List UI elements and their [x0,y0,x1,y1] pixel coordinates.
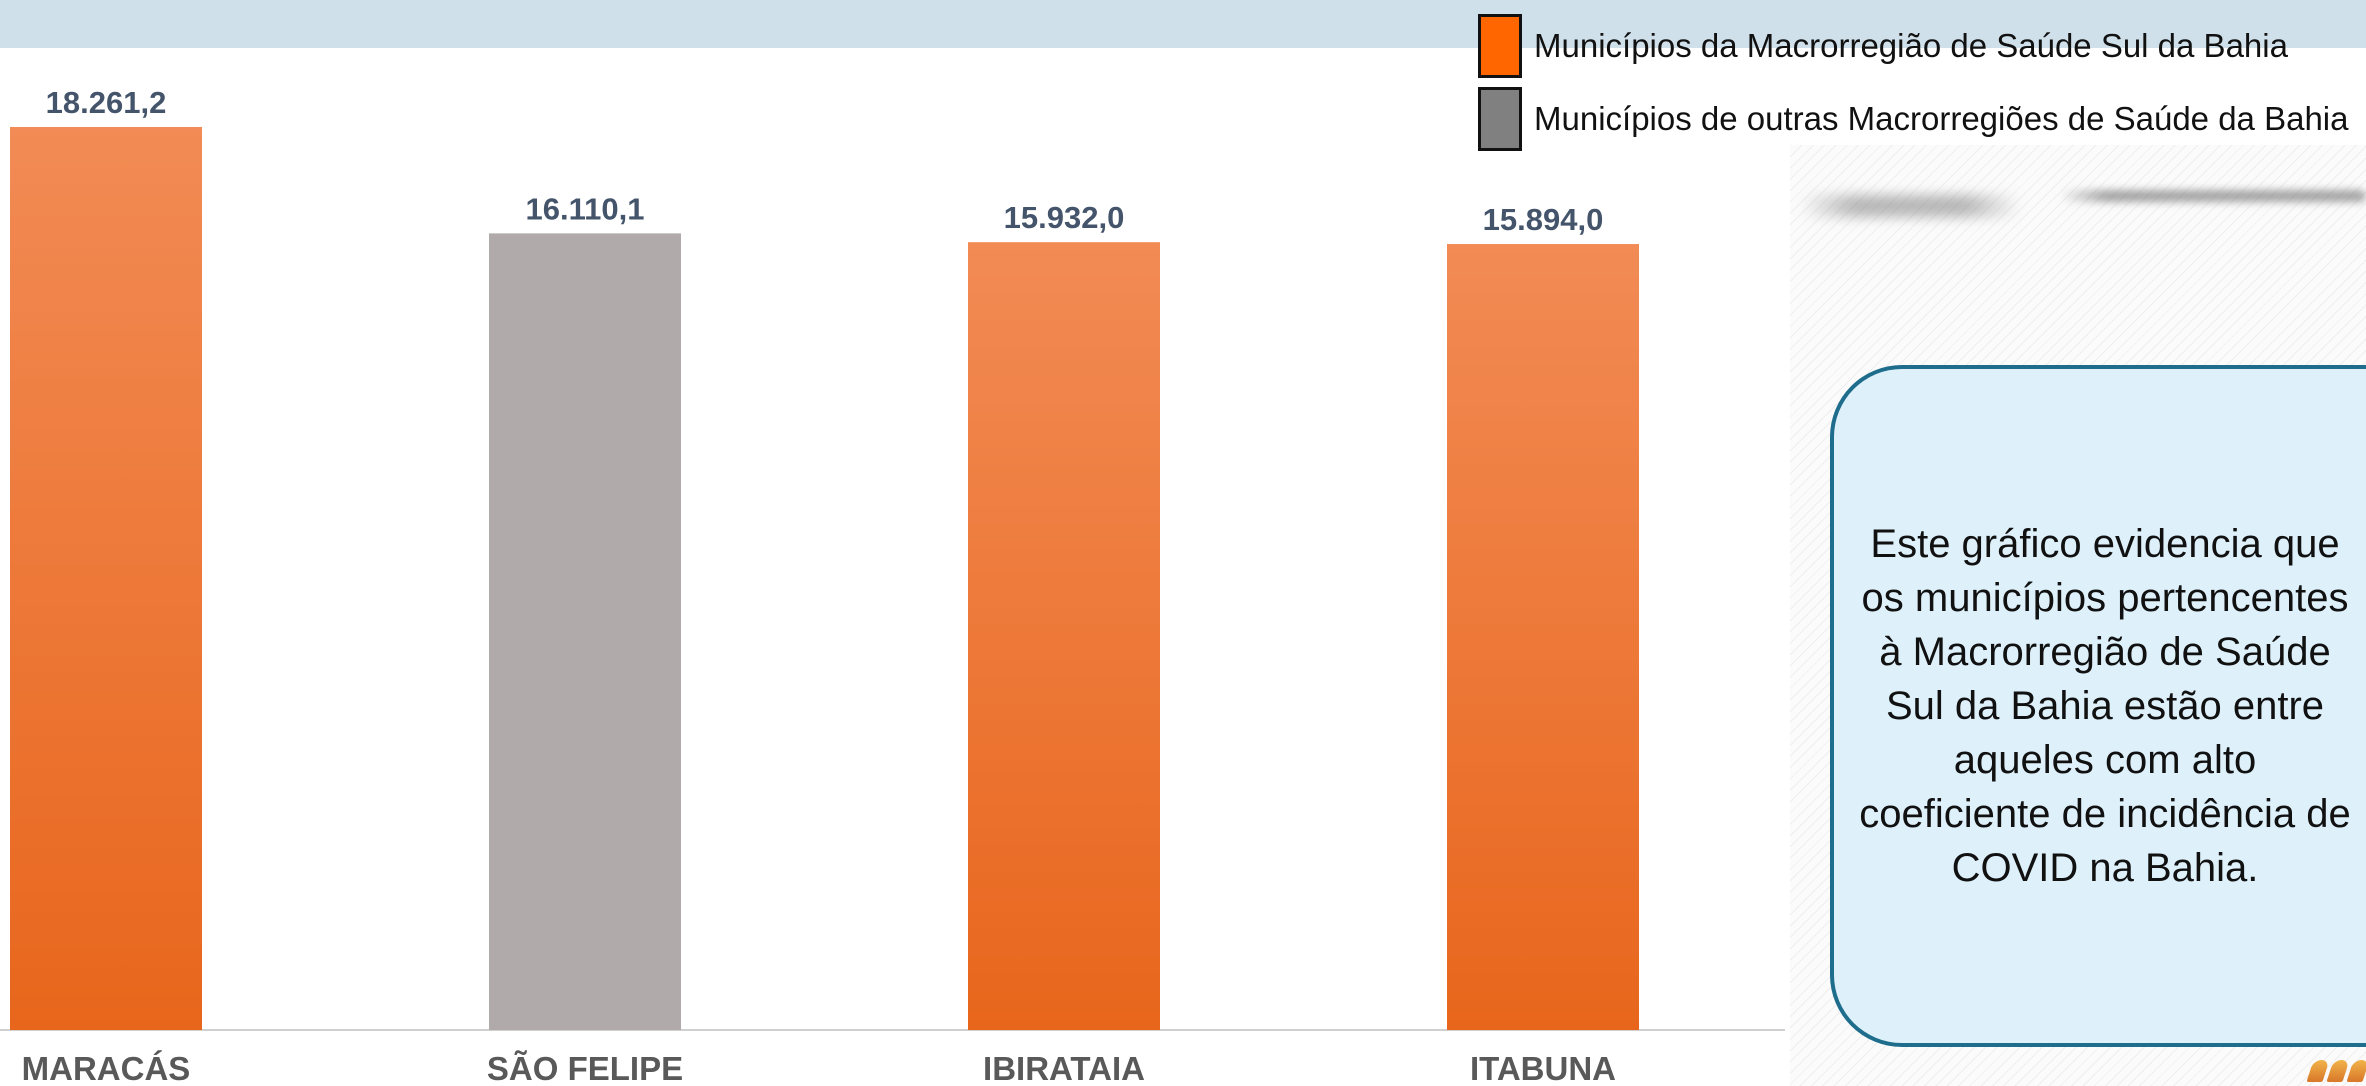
legend-label: Municípios de outras Macrorregiões de Sa… [1534,100,2349,137]
decorative-shadow [1800,195,2020,217]
logo-icon [2296,1052,2366,1082]
category-label: ITABUNA [1470,1050,1616,1086]
legend-item-outras: Municípios de outras Macrorregiões de Sa… [1478,85,2348,153]
annotation-callout: Este gráfico evidencia que os municípios… [1830,365,2366,1047]
top-band [0,0,2366,48]
bar-value-label: 18.261,2 [46,85,167,120]
decorative-shadow [2060,190,2366,202]
category-label: IBIRATAIA [983,1050,1145,1086]
bar-3 [1447,244,1639,1031]
legend-label: Municípios da Macrorregião de Saúde Sul … [1534,27,2288,64]
legend-swatch-orange [1478,14,1522,78]
legend-swatch-gray [1478,87,1522,151]
legend: Municípios da Macrorregião de Saúde Sul … [1478,10,2366,151]
bar-1 [489,233,681,1030]
bar-value-label: 15.932,0 [1004,200,1125,235]
legend-item-sul: Municípios da Macrorregião de Saúde Sul … [1478,12,2288,80]
bar-0 [10,127,202,1030]
bar-2 [968,242,1160,1030]
bar-value-label: 16.110,1 [526,191,645,226]
bar-value-label: 15.894,0 [1483,202,1604,237]
callout-text: Este gráfico evidencia que os municípios… [1859,522,2351,890]
category-label: MARACÁS [22,1050,191,1086]
bar-chart: 18.261,2 MARACÁS 16.110,1 SÃO FELIPE 15.932,… [0,85,1785,1086]
category-label: SÃO FELIPE [487,1050,683,1086]
